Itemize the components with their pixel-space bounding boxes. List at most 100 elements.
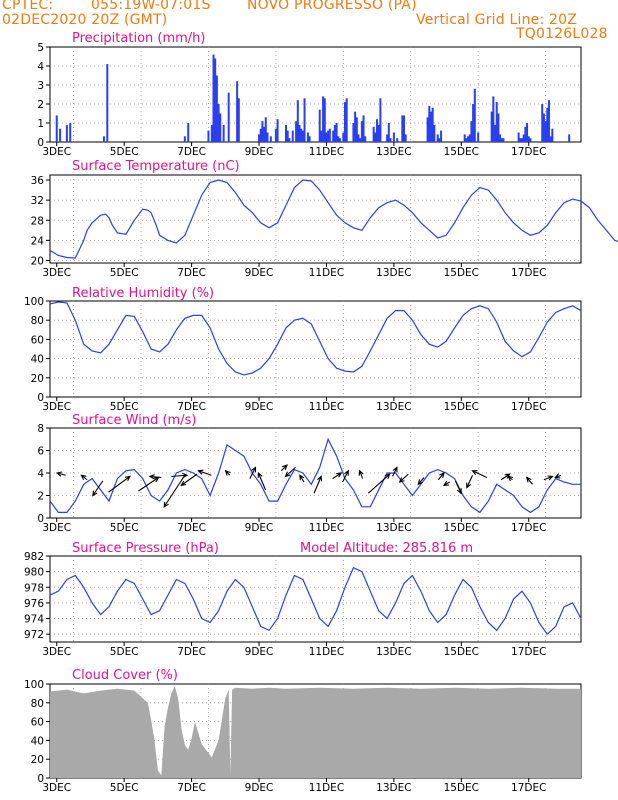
wind-arrow-head	[336, 472, 343, 478]
precip-bar	[259, 128, 262, 142]
wind-arrow	[197, 469, 212, 476]
wind-arrow	[342, 469, 349, 483]
precip-bar	[323, 98, 326, 142]
wind-arrow-head	[442, 480, 450, 487]
y-tick-label: 20	[31, 373, 44, 385]
wind-arrow	[313, 475, 323, 494]
precip-bar	[519, 138, 522, 142]
precip-bar	[332, 130, 335, 142]
wind-arrow-head	[344, 469, 349, 476]
precip-bar	[551, 128, 554, 142]
wind-arrow-shaft	[543, 475, 553, 481]
precip-bar	[500, 138, 503, 142]
wind-arrow-shaft	[249, 467, 257, 479]
x-tick-label: 11DEC	[309, 401, 344, 413]
precip-bar	[359, 138, 362, 142]
wind-arrow	[507, 475, 514, 482]
wind-arrow-head	[398, 477, 405, 483]
y-tick-label: 80	[31, 698, 44, 710]
wind-arrow-shaft	[342, 470, 349, 483]
wind-arrow-shaft	[163, 473, 187, 508]
y-tick-label: 982	[24, 551, 44, 563]
y-tick-label: 5	[37, 42, 44, 54]
wind-arrow	[398, 473, 409, 483]
header-city: NOVO PROGRESSO (PA)	[247, 0, 417, 13]
wind-arrow	[299, 474, 305, 483]
panel-pressure: Surface Pressure (hPa) Model Altitude: 28…	[24, 541, 582, 658]
wind-arrow-shaft	[257, 472, 267, 491]
precip-bar	[338, 138, 341, 142]
precip-bar	[477, 132, 480, 142]
y-tick-label: 8	[37, 423, 44, 435]
x-tick-label: 17DEC	[511, 782, 546, 794]
wind-arrow-head	[471, 470, 478, 475]
x-tick-label: 7DEC	[177, 782, 206, 794]
wind-arrow	[55, 471, 66, 477]
wind-arrow-shaft	[472, 470, 488, 478]
precip-bar	[499, 134, 502, 142]
precip-bar	[357, 134, 360, 142]
precip-bar	[547, 100, 550, 142]
header-location: 055:19W-07:01S	[91, 0, 211, 13]
panel-title: Cloud Cover (%)	[72, 668, 178, 683]
wind-arrow	[358, 469, 364, 479]
y-tick-label: 976	[24, 598, 44, 610]
x-tick-label: 3DEC	[42, 267, 71, 279]
precip-bar	[266, 132, 269, 142]
wind-arrow-shaft	[526, 477, 533, 485]
y-tick-label: 20	[31, 754, 44, 766]
y-tick-label: 60	[31, 334, 44, 346]
wind-arrow-shaft	[500, 473, 510, 481]
precip-bar	[327, 130, 330, 142]
precip-bar	[342, 132, 345, 142]
wind-arrow-shaft	[280, 464, 288, 472]
wind-arrow	[224, 469, 231, 476]
panel-annotation: Model Altitude: 285.816 m	[300, 541, 473, 556]
x-tick-label: 3DEC	[42, 146, 71, 158]
panel-title: Surface Pressure (hPa)	[72, 541, 219, 556]
precip-bar	[55, 115, 58, 142]
y-tick-label: 4	[37, 468, 44, 480]
panel-title: Surface Temperature (nC)	[72, 159, 240, 174]
precip-bar	[335, 123, 338, 142]
wind-arrow-shaft	[313, 476, 322, 494]
precip-bar	[285, 124, 287, 142]
precip-bar	[429, 111, 432, 142]
wind-arrow	[163, 473, 187, 508]
y-tick-label: 100	[24, 679, 44, 691]
precip-bar	[544, 121, 547, 142]
precip-bar	[227, 92, 230, 142]
precip-bar	[337, 136, 340, 142]
y-tick-label: 0	[37, 137, 44, 149]
wind-arrow	[80, 474, 88, 481]
precip-bar	[467, 136, 470, 142]
wind-arrow-shaft	[417, 477, 425, 485]
precip-bar	[354, 111, 357, 142]
wind-arrow-head	[180, 480, 187, 487]
precip-bar	[328, 128, 331, 142]
x-tick-label: 9DEC	[245, 646, 274, 658]
precip-bar	[210, 124, 213, 142]
y-tick-label: 4	[37, 61, 44, 73]
x-tick-label: 13DEC	[376, 522, 411, 534]
header-run: 02DEC2020 20Z (GMT)	[2, 12, 168, 28]
panel-humidity: Relative Humidity (%) 0 20 40 60 80 100 3DEC 5DE…	[24, 286, 582, 413]
wind-arrow-head	[358, 469, 364, 476]
x-tick-label: 9DEC	[245, 522, 274, 534]
wind-arrow-head	[439, 472, 445, 478]
y-tick-label: 1	[37, 118, 44, 130]
precip-bar	[401, 115, 404, 142]
precip-bar	[472, 104, 475, 142]
precip-bar	[546, 107, 549, 142]
x-tick-label: 7DEC	[177, 522, 206, 534]
y-tick-label: 40	[31, 735, 44, 747]
wind-arrow-head	[148, 474, 155, 480]
wind-arrow-shaft	[181, 473, 198, 486]
wind-arrow	[249, 466, 257, 479]
y-tick-label: 2	[37, 99, 44, 111]
wind-arrow	[180, 473, 198, 487]
y-tick-label: 20	[31, 255, 44, 267]
precip-bar	[308, 136, 311, 142]
panel-cloud-cover: Cloud Cover (%) 0 20 40 60 80 100 3DEC 5DEC 7DEC 9…	[24, 668, 582, 794]
wind-arrow-head	[525, 476, 532, 483]
